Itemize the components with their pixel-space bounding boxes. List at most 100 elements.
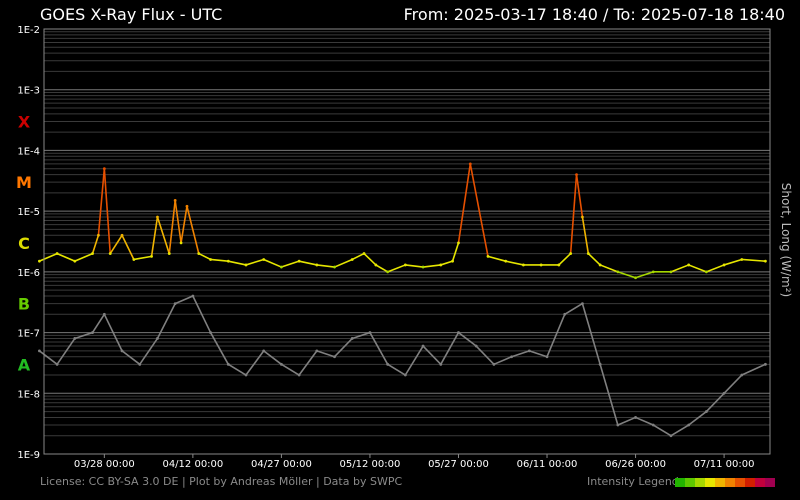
data-point bbox=[492, 362, 496, 366]
legend-swatch bbox=[725, 478, 735, 487]
series-segment bbox=[581, 303, 601, 365]
series-segment bbox=[564, 302, 583, 315]
series-segment bbox=[511, 350, 530, 358]
data-point bbox=[132, 258, 136, 261]
flare-class-label: B bbox=[18, 295, 30, 314]
legend-swatch bbox=[735, 478, 745, 487]
y-tick-label: 1E-6 bbox=[17, 268, 40, 279]
series-segment bbox=[156, 303, 176, 339]
flare-class-labels: X M C B A bbox=[16, 112, 32, 374]
data-point bbox=[173, 199, 177, 202]
data-point bbox=[687, 423, 691, 427]
y-tick-label: 1E-5 bbox=[17, 207, 40, 218]
legend-swatch bbox=[755, 478, 765, 487]
data-point bbox=[687, 263, 691, 267]
series-segment bbox=[487, 255, 506, 262]
y-axis-label: Short, Long (W/m²) bbox=[779, 183, 793, 297]
series-segment bbox=[91, 313, 106, 334]
series-segment bbox=[56, 252, 76, 262]
data-point bbox=[297, 259, 301, 263]
x-tick-label: 06/26 00:00 bbox=[605, 459, 666, 470]
data-point bbox=[403, 263, 407, 267]
data-point bbox=[522, 263, 525, 267]
data-point bbox=[333, 355, 336, 359]
data-point bbox=[764, 362, 767, 366]
series-segment bbox=[469, 163, 489, 257]
series-segment bbox=[457, 163, 472, 244]
data-point bbox=[55, 362, 59, 366]
data-point bbox=[722, 263, 726, 267]
data-point bbox=[185, 204, 189, 208]
flare-class-label: C bbox=[18, 234, 30, 253]
data-point bbox=[226, 259, 230, 263]
data-point bbox=[474, 344, 478, 348]
y-tick-label: 1E-7 bbox=[17, 329, 40, 340]
data-point bbox=[55, 252, 59, 255]
x-tick-label: 04/12 00:00 bbox=[162, 459, 223, 470]
data-point bbox=[368, 331, 372, 334]
data-point bbox=[244, 373, 248, 377]
data-point bbox=[669, 434, 673, 438]
series-segment bbox=[741, 363, 766, 376]
series-segment bbox=[351, 331, 371, 340]
series-segment bbox=[156, 216, 171, 254]
flare-class-label: M bbox=[16, 173, 32, 192]
series-segment bbox=[440, 332, 460, 365]
legend-swatch bbox=[715, 478, 725, 487]
x-tick-labels: 03/28 00:00 04/12 00:00 04/27 00:00 05/12 0… bbox=[74, 454, 755, 470]
series-long bbox=[38, 162, 767, 280]
data-point bbox=[297, 373, 301, 377]
series-segment bbox=[56, 338, 76, 365]
data-point bbox=[156, 337, 159, 340]
data-point bbox=[651, 270, 655, 274]
data-point bbox=[581, 302, 584, 306]
series-segment bbox=[599, 364, 619, 426]
data-point bbox=[486, 254, 490, 258]
data-point bbox=[439, 362, 443, 366]
data-point bbox=[634, 276, 637, 280]
data-point bbox=[421, 265, 425, 269]
data-point bbox=[156, 215, 159, 219]
data-point bbox=[616, 423, 620, 427]
flare-class-label: X bbox=[18, 112, 31, 131]
series-segment bbox=[688, 264, 707, 273]
series-segment bbox=[617, 271, 636, 279]
data-point bbox=[651, 423, 655, 427]
series-segment bbox=[150, 216, 159, 257]
data-point bbox=[669, 270, 673, 274]
series-segment bbox=[109, 234, 123, 255]
series-segment bbox=[139, 338, 159, 365]
data-point bbox=[73, 259, 77, 263]
series-segment bbox=[121, 350, 141, 365]
data-point bbox=[722, 391, 726, 395]
data-point bbox=[91, 252, 94, 255]
series-segment bbox=[404, 345, 424, 376]
data-point bbox=[333, 265, 336, 269]
series-segment bbox=[91, 235, 100, 254]
series-segment bbox=[121, 234, 135, 260]
data-point bbox=[468, 162, 472, 166]
data-point bbox=[362, 252, 366, 255]
x-tick-label: 06/11 00:00 bbox=[517, 459, 578, 470]
series-segment bbox=[198, 252, 211, 261]
series-segment bbox=[723, 258, 743, 266]
series-segment bbox=[369, 332, 389, 365]
data-point bbox=[704, 270, 708, 274]
series-segment bbox=[263, 350, 282, 365]
intensity-legend bbox=[675, 478, 775, 487]
series-segment bbox=[363, 253, 377, 266]
data-point bbox=[569, 252, 573, 255]
series-segment bbox=[245, 258, 264, 266]
data-point bbox=[616, 270, 620, 274]
series-segment bbox=[280, 363, 300, 376]
data-point bbox=[167, 252, 171, 255]
data-point bbox=[197, 252, 201, 255]
data-point bbox=[262, 258, 266, 261]
y-tick-label: 1E-8 bbox=[17, 389, 40, 400]
data-point bbox=[451, 259, 454, 263]
data-point bbox=[539, 263, 543, 267]
x-tick-label: 05/12 00:00 bbox=[340, 459, 401, 470]
series-short bbox=[38, 294, 767, 438]
data-point bbox=[350, 337, 354, 340]
